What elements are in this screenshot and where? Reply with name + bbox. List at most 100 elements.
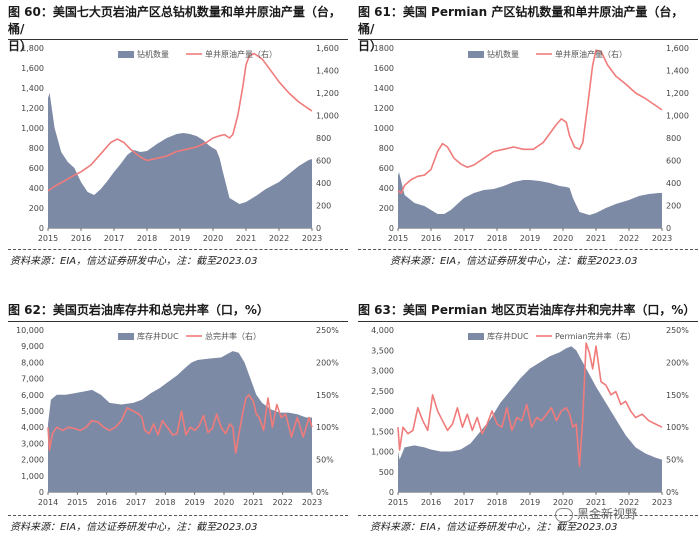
y-right-tick-label: 0 — [316, 224, 321, 233]
series-line-1 — [47, 52, 313, 192]
y-left-tick-label: 600 — [379, 164, 394, 173]
y-left-tick-label: 200 — [379, 204, 394, 213]
chart-fig63: 0 500 1,000 1,500 2,000 2,500 3,000 3,500 4,000 0… — [371, 326, 689, 507]
y-left-tick-label: 8,000 — [21, 358, 44, 367]
legend-label: 单井原油产量（右） — [205, 49, 277, 59]
y-left-tick-label: 10,000 — [16, 326, 44, 335]
y-left-tick-label: 500 — [379, 468, 394, 477]
x-tick-label: 2018 — [487, 498, 507, 507]
x-tick-label: 2015 — [388, 234, 408, 243]
y-right-tick-label: 1,000 — [666, 112, 689, 121]
y-right-tick-label: 1,000 — [316, 112, 339, 121]
x-tick-label: 2023 — [302, 498, 322, 507]
x-tick-label: 2021 — [243, 498, 263, 507]
x-tick-label: 2017 — [126, 498, 146, 507]
source-rule — [8, 515, 348, 516]
y-left-tick-label: 9,000 — [21, 342, 44, 351]
y-left-tick-label: 800 — [29, 144, 44, 153]
wechat-logo-icon — [555, 507, 573, 522]
panel-fig60: 图 60：美国七大页岩油产区总钻机数量和单井原油产量（台，桶/ 日） 0 200 4… — [8, 0, 348, 270]
y-left-tick-label: 1,000 — [371, 448, 394, 457]
y-left-tick-label: 1,600 — [21, 64, 44, 73]
panel-title: 图 60：美国七大页岩油产区总钻机数量和单井原油产量（台，桶/ 日） — [8, 5, 341, 53]
title-rule — [8, 39, 348, 40]
x-tick-label: 2018 — [487, 234, 507, 243]
y-right-tick-label: 1,200 — [316, 89, 339, 98]
x-tick-label: 2023 — [652, 234, 672, 243]
x-tick-label: 2019 — [184, 498, 204, 507]
y-right-tick-label: 600 — [666, 157, 681, 166]
y-left-tick-label: 7,000 — [21, 375, 44, 384]
y-left-tick-label: 800 — [379, 144, 394, 153]
series-area-0 — [48, 93, 312, 228]
x-tick-label: 2018 — [155, 498, 175, 507]
y-right-tick-label: 50% — [316, 456, 334, 465]
y-right-tick-label: 0% — [666, 488, 679, 497]
series-area-0 — [398, 172, 662, 228]
y-left-tick-label: 0 — [39, 224, 44, 233]
y-left-tick-label: 4,000 — [21, 423, 44, 432]
source-note: 资料来源：EIA，信达证券研发中心，注：截至2023.03 — [390, 256, 638, 267]
x-tick-label: 2017 — [454, 234, 474, 243]
source-note: 资料来源：EIA，信达证券研发中心，注：截至2023.03 — [10, 256, 258, 267]
legend-label: 总完井率（右） — [205, 331, 261, 341]
legend-label: 单井原油产量（右） — [555, 49, 627, 59]
y-left-tick-label: 200 — [29, 204, 44, 213]
y-left-tick-label: 5,000 — [21, 407, 44, 416]
x-tick-label: 2016 — [96, 498, 116, 507]
y-right-tick-label: 200% — [316, 358, 339, 367]
y-right-tick-label: 200% — [666, 358, 689, 367]
y-right-tick-label: 250% — [666, 326, 689, 335]
source-rule — [358, 515, 698, 516]
legend-swatch-area — [118, 333, 134, 340]
series-line-1 — [397, 342, 663, 467]
series-line-1 — [47, 394, 313, 454]
legend: 库存井DUC Permian完井率（右） — [468, 331, 636, 341]
legend-swatch-area — [468, 333, 484, 340]
source-note: 资料来源：EIA，信达证券研发中心，注：截至2023.03 — [10, 522, 258, 533]
x-tick-label: 2021 — [586, 234, 606, 243]
x-tick-label: 2022 — [272, 498, 292, 507]
series-line-1 — [397, 49, 663, 194]
y-left-tick-label: 1,000 — [21, 124, 44, 133]
title-rule — [8, 321, 348, 322]
y-right-tick-label: 1,400 — [316, 67, 339, 76]
chart-fig62: 0 1,000 2,000 3,000 4,000 5,000 6,000 7,000 8,00… — [16, 326, 339, 507]
y-left-tick-label: 2,500 — [371, 387, 394, 396]
legend-label: Permian完井率（右） — [555, 331, 636, 341]
y-left-tick-label: 1,800 — [21, 44, 44, 53]
x-tick-label: 2020 — [203, 234, 223, 243]
y-left-tick-label: 3,000 — [371, 367, 394, 376]
x-tick-label: 2023 — [652, 498, 672, 507]
y-left-tick-label: 1800 — [374, 44, 394, 53]
y-left-tick-label: 600 — [29, 164, 44, 173]
y-right-tick-label: 1,600 — [316, 44, 339, 53]
y-left-tick-label: 400 — [379, 184, 394, 193]
y-right-tick-label: 150% — [316, 391, 339, 400]
title-rule — [358, 39, 698, 40]
x-tick-label: 2018 — [137, 234, 157, 243]
y-right-tick-label: 400 — [316, 179, 331, 188]
x-tick-label: 2017 — [454, 498, 474, 507]
y-left-tick-label: 3,000 — [21, 439, 44, 448]
x-tick-label: 2020 — [553, 498, 573, 507]
chart-fig61: 0 200 400 600 800 1000 1200 1400 1600 1800 0 200 400… — [374, 44, 689, 243]
y-right-tick-label: 50% — [666, 456, 684, 465]
y-right-tick-label: 600 — [316, 157, 331, 166]
y-left-tick-label: 1400 — [374, 84, 394, 93]
source-rule — [358, 249, 698, 250]
y-left-tick-label: 0 — [389, 224, 394, 233]
x-tick-label: 2016 — [71, 234, 91, 243]
y-right-tick-label: 0% — [316, 488, 329, 497]
y-left-tick-label: 1600 — [374, 64, 394, 73]
x-tick-label: 2020 — [553, 234, 573, 243]
y-left-tick-label: 3,500 — [371, 346, 394, 355]
y-right-tick-label: 1,600 — [666, 44, 689, 53]
y-left-tick-label: 400 — [29, 184, 44, 193]
x-tick-label: 2019 — [520, 234, 540, 243]
source-note: 资料来源：EIA，信达证券研发中心，注：截至2023.03 — [370, 522, 618, 533]
source-rule — [8, 249, 348, 250]
y-right-tick-label: 100% — [666, 423, 689, 432]
legend: 钻机数量 单井原油产量（右） — [468, 49, 627, 59]
